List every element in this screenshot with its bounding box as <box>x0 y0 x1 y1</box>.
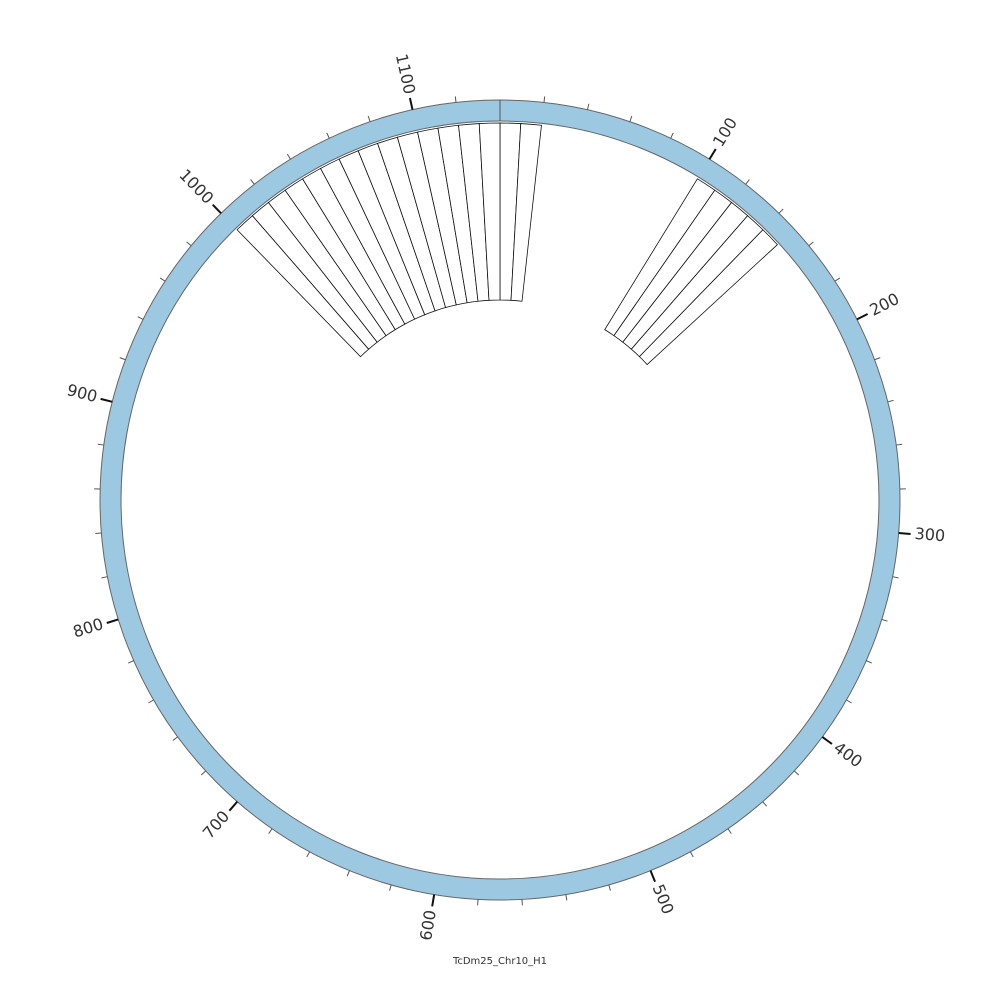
minor-tick <box>586 103 590 110</box>
minor-tick <box>97 443 104 446</box>
tick-label: 1000 <box>175 165 217 207</box>
minor-tick <box>745 179 750 185</box>
feature-bar <box>510 123 542 302</box>
minor-tick <box>892 576 899 579</box>
minor-tick <box>543 96 546 103</box>
major-tick <box>228 800 239 812</box>
minor-tick <box>172 736 178 741</box>
minor-tick <box>778 208 784 214</box>
tick-label: 900 <box>65 380 99 406</box>
major-tick <box>211 203 222 214</box>
major-tick <box>856 313 869 321</box>
minor-tick <box>608 884 611 891</box>
minor-tick <box>367 115 371 122</box>
major-tick <box>708 148 717 160</box>
minor-tick <box>250 179 255 185</box>
major-tick <box>408 97 414 110</box>
minor-tick <box>866 660 873 664</box>
minor-tick <box>127 660 134 664</box>
minor-tick <box>793 770 800 776</box>
tick-label: 200 <box>866 289 902 320</box>
tick-label: 700 <box>199 807 233 843</box>
minor-tick <box>389 884 392 891</box>
minor-tick <box>727 828 732 834</box>
major-tick <box>898 532 911 536</box>
minor-tick <box>881 618 888 622</box>
minor-tick <box>119 357 126 361</box>
tick-label: 300 <box>914 524 946 545</box>
minor-tick <box>887 399 894 403</box>
major-tick <box>100 397 113 403</box>
minor-tick <box>101 576 108 579</box>
minor-tick <box>286 153 291 160</box>
minor-tick <box>874 357 881 361</box>
minor-tick <box>326 132 330 139</box>
minor-tick <box>268 828 273 834</box>
ring <box>99 99 901 901</box>
tick-label: 1100 <box>392 52 419 96</box>
minor-tick <box>148 699 154 704</box>
minor-tick <box>346 870 350 877</box>
minor-tick <box>200 770 207 776</box>
minor-tick <box>629 115 633 122</box>
minor-tick <box>159 277 166 282</box>
major-tick <box>106 618 119 624</box>
tick-label: 100 <box>709 114 741 150</box>
minor-tick <box>306 851 311 858</box>
tick-label: 800 <box>71 614 106 641</box>
minor-tick <box>565 894 568 901</box>
tick-label: 600 <box>416 909 440 942</box>
minor-tick <box>808 241 814 247</box>
chart-title: TcDm25_Chr10_H1 <box>452 956 547 967</box>
minor-tick <box>454 96 457 103</box>
minor-tick <box>186 241 192 247</box>
tick-label: 500 <box>649 881 678 916</box>
minor-tick <box>689 851 694 858</box>
minor-tick <box>670 132 674 139</box>
tick-label: 400 <box>830 738 866 771</box>
minor-tick <box>896 443 903 446</box>
major-tick <box>431 894 436 907</box>
feature-bar <box>478 122 501 301</box>
minor-tick <box>846 699 852 704</box>
major-tick <box>821 736 833 745</box>
minor-tick <box>834 277 841 282</box>
minor-tick <box>137 316 144 320</box>
major-tick <box>649 870 656 883</box>
feature-bar <box>638 229 778 366</box>
minor-tick <box>762 801 768 807</box>
